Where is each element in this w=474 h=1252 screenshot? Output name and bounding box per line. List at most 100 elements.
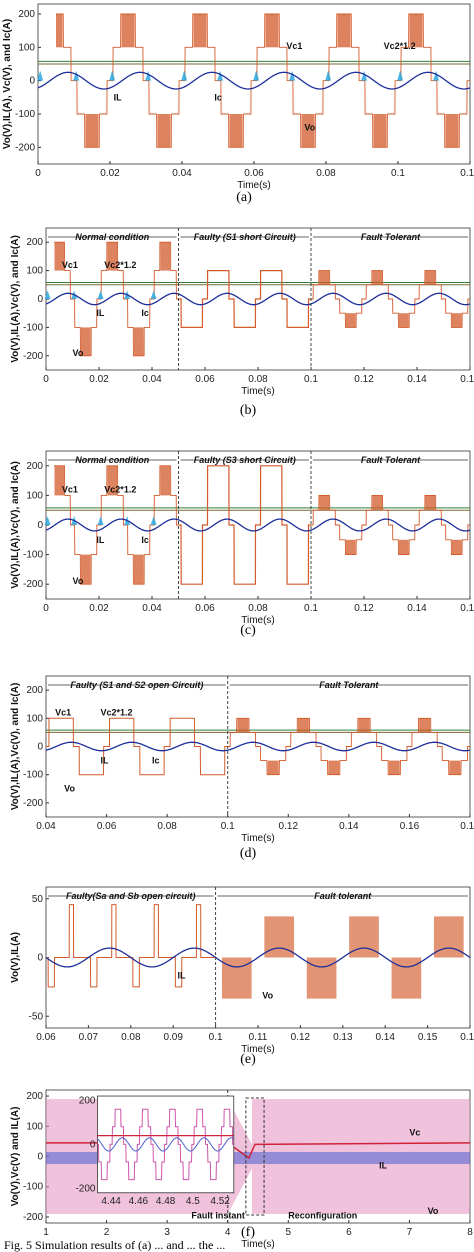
- panel-f-inset: 4.44 4.46 4.48 4.5 4.52 200 0 -200: [75, 1095, 235, 1207]
- section-label: Fault Tolerant: [361, 455, 421, 465]
- section-label: Fault Tolerant: [319, 680, 379, 690]
- x-tick-label: 0.08: [157, 821, 177, 832]
- annotation-label: Vc1: [286, 41, 302, 51]
- section-label: Faulty (S1 short Circuit): [194, 232, 296, 242]
- vo-pwm-block: [301, 114, 315, 148]
- x-tick-label: 3: [164, 1227, 170, 1238]
- x-tick-label: 0: [43, 374, 49, 385]
- x-axis-label: Time(s): [241, 615, 275, 626]
- panel-e-axes: 0.06 0.07 0.08 0.09 0.1 0.11 0.12 0.13 0.14 0.15 0…: [10, 886, 474, 1067]
- x-tick-label: 0.07: [79, 1032, 99, 1043]
- x-axis-label: Time(s): [241, 386, 275, 397]
- ic-spike: [97, 290, 104, 299]
- y-tick-label: -100: [23, 770, 43, 781]
- section-label: Normal condition: [75, 232, 150, 242]
- x-tick-label: 0.09: [163, 1032, 183, 1043]
- annotation-label: IL: [101, 755, 110, 765]
- section-label: Faulty (S1 and S2 open Circuit): [70, 680, 203, 690]
- vo-pwm-block: [80, 554, 91, 585]
- vo-series-line: [311, 270, 470, 328]
- y-axis-label: Vo(V),IL(A),Vc(V), and Ic(A): [10, 683, 21, 811]
- annotation-label: Vo: [304, 123, 315, 133]
- panel-f-annotations: Vc IL Vo Fault instant Reconfiguration: [191, 1127, 439, 1220]
- inset-x-tick-label: 4.48: [156, 1196, 176, 1207]
- vo-pwm-block: [451, 313, 462, 328]
- y-tick-label: 0: [37, 953, 43, 964]
- vo-pwm-block: [451, 539, 462, 555]
- x-tick-label: 0.06: [244, 168, 264, 179]
- y-tick-label: 200: [18, 9, 35, 20]
- x-tick-label: 0.02: [100, 168, 120, 179]
- vo-pwm-block: [297, 718, 309, 733]
- section-label: Faulty(Sa and Sb open circuit): [66, 891, 196, 901]
- panel-b-series: [44, 241, 471, 357]
- y-tick-label: 100: [26, 490, 43, 501]
- vo-pwm-block: [445, 114, 459, 148]
- vo-pwm-block: [345, 539, 356, 555]
- x-tick-label: 0.14: [407, 603, 427, 614]
- panel-e-annotations: IL Vo: [177, 971, 273, 1001]
- vo-pwm-block: [319, 270, 330, 285]
- vo-pwm-block: [425, 270, 436, 285]
- x-tick-label: 7: [407, 1227, 413, 1238]
- panel-e-series: [45, 904, 471, 999]
- vo-pwm-block: [358, 718, 370, 733]
- inset-x-tick-label: 4.44: [101, 1196, 121, 1207]
- annotation-label: Ic: [141, 308, 149, 318]
- vo-pwm-block: [56, 14, 63, 48]
- panel-caption: (f): [241, 1225, 255, 1240]
- vo-pwm-block: [107, 242, 118, 271]
- panel-c-series: [44, 465, 471, 585]
- annotation-label: Vc2*1.2: [384, 41, 416, 51]
- x-tick-label: 0.14: [375, 1032, 395, 1043]
- inset-x-tick-label: 4.52: [210, 1196, 230, 1207]
- ic-spike: [289, 70, 296, 81]
- annotation-label: Vo: [73, 576, 84, 586]
- vo-pwm-block: [398, 313, 409, 328]
- y-tick-label: 50: [32, 894, 44, 905]
- vo-pwm-block: [337, 14, 351, 48]
- ic-spike: [325, 70, 332, 81]
- y-tick-label: 0: [29, 76, 35, 87]
- y-tick-label: -200: [23, 1212, 43, 1223]
- vo-pwm-block: [160, 242, 171, 271]
- y-tick-label: 200: [26, 237, 43, 248]
- annotation-label: Vc1: [62, 260, 78, 270]
- x-tick-label: 0.08: [316, 168, 336, 179]
- y-tick-label: 0: [37, 1152, 43, 1163]
- annotation-label: Vo: [428, 1206, 439, 1216]
- x-tick-label: 0.04: [142, 603, 162, 614]
- x-tick-label: 0.16: [460, 1032, 474, 1043]
- inset-y-tick-label: -200: [75, 1183, 95, 1194]
- vo-pwm-block: [80, 327, 91, 356]
- vo-faulty-line: [46, 717, 228, 776]
- x-tick-label: 4: [225, 1227, 231, 1238]
- ic-spike: [253, 70, 260, 81]
- x-axis-label: Time(s): [241, 1239, 275, 1250]
- ic-spike: [150, 516, 157, 525]
- x-tick-label: 0.08: [248, 603, 268, 614]
- vo-pwm-block: [449, 760, 461, 775]
- y-tick-label: -200: [15, 142, 35, 153]
- y-tick-label: 200: [26, 1091, 43, 1102]
- ic-spike: [44, 516, 51, 525]
- panel-caption: (d): [240, 846, 257, 861]
- annotation-label: IL: [96, 308, 105, 318]
- vo-pwm-block: [328, 760, 340, 775]
- panel-f-axes: 1 2 3 4 5 6 7 8 -200 -100 0 100 200 Time(s) Vo(V),Vc(V…: [10, 1089, 473, 1250]
- x-tick-label: 0.12: [291, 1032, 311, 1043]
- ic-spike: [109, 70, 116, 81]
- panel-e-sections: Faulty(Sa and Sb open circuit) Fault tole…: [48, 887, 468, 1028]
- x-tick-label: 0.14: [407, 374, 427, 385]
- y-tick-label: 100: [18, 42, 35, 53]
- x-tick-label: 0.04: [172, 168, 192, 179]
- vo-pwm-block: [373, 114, 387, 148]
- x-tick-label: 0.12: [354, 374, 374, 385]
- il-series-line: [45, 947, 471, 968]
- x-tick-label: 0.1: [209, 1032, 223, 1043]
- vo-pwm-block: [54, 242, 65, 271]
- x-tick-label: 0: [43, 603, 49, 614]
- x-tick-label: 0.06: [195, 374, 215, 385]
- panel-caption: (a): [236, 190, 252, 205]
- vo-pwm-block: [409, 14, 423, 48]
